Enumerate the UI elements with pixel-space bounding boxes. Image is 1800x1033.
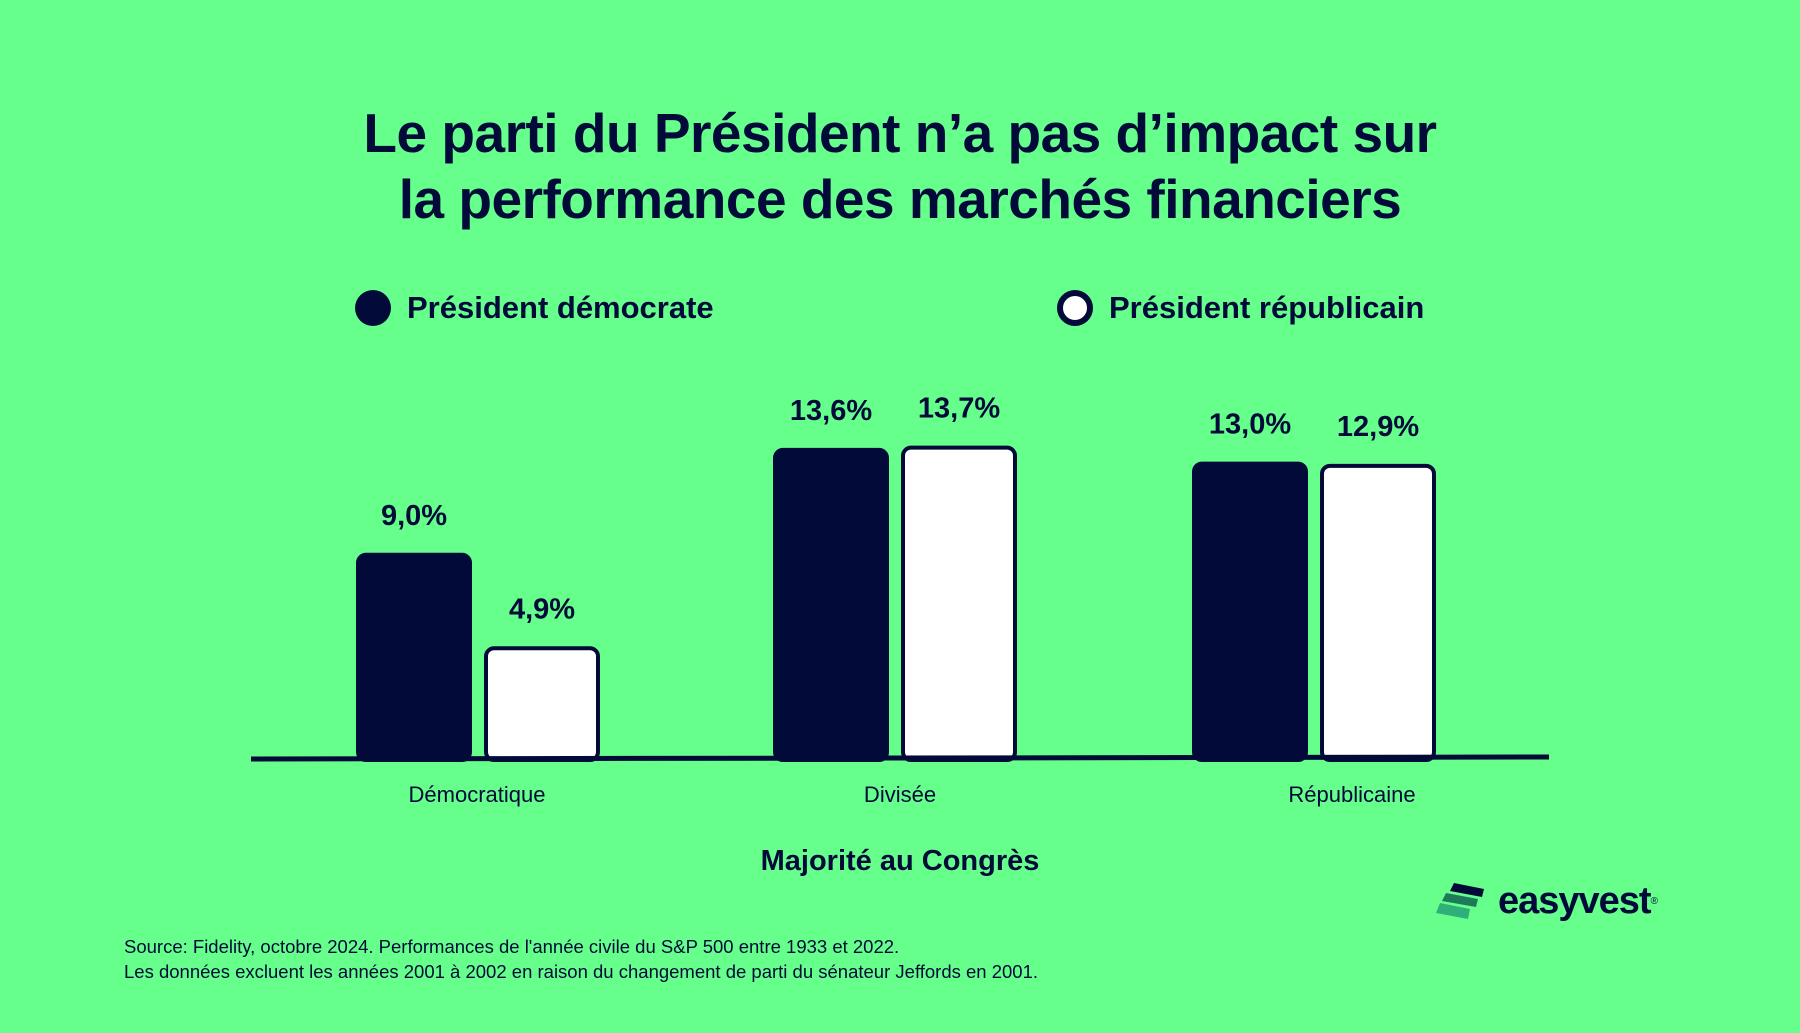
- category-label: Républicaine: [1288, 782, 1416, 807]
- bar: [356, 552, 472, 762]
- easyvest-logo-icon: [1436, 882, 1484, 919]
- bar: [484, 646, 600, 763]
- legend-dot-white-icon: [1057, 290, 1093, 326]
- title-line-1: Le parti du Président n’a pas d’impact s…: [363, 102, 1437, 164]
- chart-title: Le parti du Président n’a pas d’impact s…: [0, 100, 1800, 232]
- category-label: Démocratique: [408, 782, 546, 807]
- legend-dot-dark-icon: [355, 290, 391, 326]
- logo-text: easyvest: [1498, 880, 1652, 922]
- category-label: Divisée: [863, 782, 937, 807]
- data-label: 13,6%: [790, 395, 872, 427]
- source-note: Source: Fidelity, octobre 2024. Performa…: [124, 934, 1038, 984]
- legend-democrat: Président démocrate: [355, 290, 714, 326]
- x-axis-line: [250, 754, 1550, 762]
- data-label: 4,9%: [509, 593, 575, 625]
- legend-label: Président républicain: [1109, 290, 1425, 325]
- title-line-2: la performance des marchés financiers: [398, 168, 1402, 230]
- source-line-1: Source: Fidelity, octobre 2024. Performa…: [124, 936, 900, 957]
- bar: [1192, 461, 1308, 762]
- data-label: 13,0%: [1209, 409, 1291, 441]
- legend-republican: Président républicain: [1057, 290, 1424, 326]
- easyvest-logo: easyvest ®: [1432, 880, 1658, 923]
- legend-label: Président démocrate: [407, 290, 714, 325]
- x-axis-title: Majorité au Congrès: [760, 845, 1040, 877]
- bar: [901, 445, 1017, 762]
- data-label: 12,9%: [1337, 411, 1419, 443]
- bar: [1320, 463, 1436, 762]
- source-line-2: Les données excluent les années 2001 à 2…: [124, 961, 1039, 982]
- bar: [773, 447, 889, 762]
- data-label: 9,0%: [381, 500, 447, 532]
- data-label: 13,7%: [918, 393, 1000, 425]
